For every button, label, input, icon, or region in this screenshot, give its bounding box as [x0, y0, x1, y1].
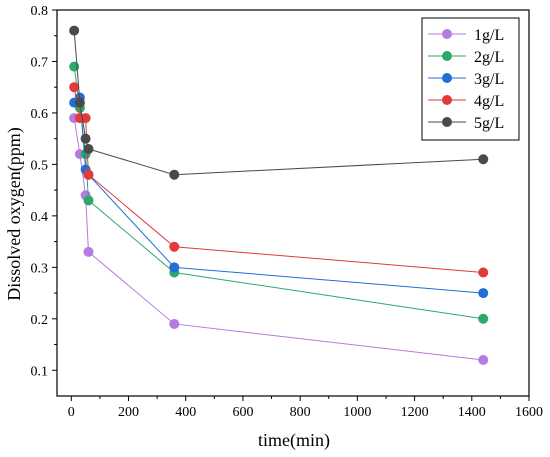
x-axis-ticks: 0 200 400 600 800 1000 1200 1400 1600: [68, 396, 543, 420]
series-line: [73, 30, 484, 176]
data-point: [69, 25, 80, 36]
data-point: [83, 195, 94, 206]
data-point: [169, 169, 180, 180]
data-point: [478, 154, 489, 165]
y-tick-label: 0.2: [31, 313, 49, 328]
y-tick-label: 0.8: [31, 4, 49, 19]
plot-border: [56, 9, 530, 397]
x-axis-title: time(min): [258, 430, 330, 451]
y-tick-label: 0.6: [31, 107, 49, 122]
y-tick-label: 0.7: [31, 55, 49, 70]
y-tick-label: 0.5: [31, 158, 49, 173]
data-point: [169, 262, 180, 273]
x-tick-label: 1600: [515, 405, 543, 420]
y-tick-label: 0.1: [31, 364, 49, 379]
legend-swatch-marker: [442, 95, 452, 105]
legend-label: 5g/L: [474, 115, 504, 132]
legend-swatch-marker: [442, 117, 452, 127]
y-tick-label: 0.3: [31, 261, 49, 276]
data-point: [83, 246, 94, 257]
legend-label: 3g/L: [474, 71, 504, 88]
data-point: [169, 241, 180, 252]
x-tick-label: 600: [232, 405, 253, 420]
y-axis-ticks: 0.1 0.2 0.3 0.4 0.5 0.6 0.7 0.8: [31, 4, 57, 379]
data-point: [478, 267, 489, 278]
data-point: [74, 97, 85, 108]
data-point: [83, 169, 94, 180]
legend-swatch-marker: [442, 51, 452, 61]
data-point: [478, 288, 489, 299]
x-tick-label: 800: [290, 405, 311, 420]
series-line: [73, 118, 484, 361]
legend-swatch-marker: [442, 29, 452, 39]
plot-frame: [56, 9, 530, 397]
legend-box: [421, 17, 520, 141]
data-point: [478, 354, 489, 365]
data-point: [80, 133, 91, 144]
y-axis-title: Dissolved oxygen(ppm): [4, 127, 25, 300]
legend-label: 4g/L: [474, 93, 504, 110]
x-tick-label: 0: [68, 405, 75, 420]
legend-label: 1g/L: [474, 27, 504, 44]
data-point: [169, 318, 180, 329]
x-tick-label: 1000: [343, 405, 371, 420]
series-5g-per-L: [69, 25, 489, 180]
legend-label: 2g/L: [474, 49, 504, 66]
legend: 1g/L 2g/L 3g/L 4g/L 5g/L: [421, 17, 520, 141]
x-tick-label: 1400: [458, 405, 486, 420]
series-1g-per-L: [69, 113, 489, 365]
series-layer: [69, 25, 489, 365]
data-point: [83, 143, 94, 154]
legend-swatch-marker: [442, 73, 452, 83]
x-tick-label: 200: [118, 405, 139, 420]
data-point: [69, 82, 80, 93]
y-tick-label: 0.4: [31, 210, 49, 225]
data-point: [478, 313, 489, 324]
x-tick-label: 1200: [401, 405, 429, 420]
x-tick-label: 400: [175, 405, 196, 420]
